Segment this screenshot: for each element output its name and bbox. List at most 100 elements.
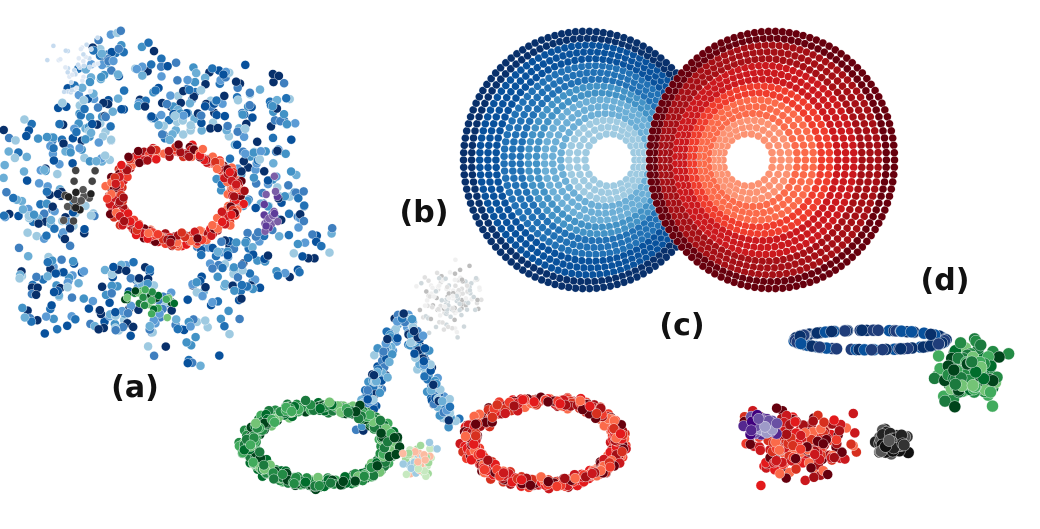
point	[647, 134, 655, 142]
point	[866, 163, 874, 171]
point	[315, 404, 325, 414]
point	[477, 171, 485, 179]
point	[197, 86, 206, 95]
point	[135, 274, 144, 283]
point	[70, 72, 75, 77]
point	[857, 171, 865, 179]
point	[865, 141, 873, 149]
point	[500, 408, 510, 418]
point	[255, 447, 265, 457]
point	[543, 477, 553, 487]
point	[831, 178, 839, 186]
point	[857, 141, 865, 149]
point	[166, 238, 175, 247]
point	[466, 301, 471, 306]
point	[453, 271, 458, 276]
point	[235, 315, 244, 324]
point	[452, 277, 457, 282]
point	[421, 456, 429, 464]
point	[186, 322, 195, 331]
point	[179, 111, 188, 120]
point	[467, 199, 475, 207]
point	[478, 134, 486, 142]
point	[842, 149, 850, 157]
point	[241, 124, 250, 133]
point	[124, 309, 133, 318]
point	[225, 330, 234, 339]
point	[273, 146, 282, 155]
point	[161, 342, 170, 351]
point	[65, 70, 70, 75]
point	[170, 299, 178, 307]
point	[147, 146, 156, 155]
point	[453, 283, 458, 288]
point	[237, 294, 246, 303]
point	[226, 154, 235, 163]
point	[272, 187, 280, 195]
point	[126, 331, 135, 340]
point	[744, 30, 752, 38]
point	[375, 388, 384, 397]
point	[376, 428, 386, 438]
point	[501, 167, 509, 175]
point	[445, 285, 450, 290]
point	[262, 191, 270, 199]
point	[518, 395, 528, 405]
point	[87, 190, 95, 198]
point	[260, 200, 268, 208]
point	[890, 149, 898, 157]
point	[55, 120, 64, 129]
point	[94, 103, 103, 112]
point	[282, 94, 291, 103]
point	[479, 185, 487, 193]
point	[293, 240, 302, 249]
point	[848, 178, 856, 186]
point	[60, 216, 68, 224]
point	[484, 163, 492, 171]
point	[478, 178, 486, 186]
point	[646, 141, 654, 149]
point	[826, 156, 834, 164]
point	[105, 298, 114, 307]
point	[163, 314, 171, 322]
point	[325, 248, 334, 257]
point	[269, 474, 279, 484]
point	[850, 149, 858, 157]
point	[298, 252, 307, 261]
point	[866, 156, 874, 164]
point	[285, 209, 294, 218]
point	[407, 464, 415, 472]
point	[284, 231, 293, 240]
point	[646, 149, 654, 157]
point	[757, 96, 765, 104]
point	[839, 178, 847, 186]
point	[22, 152, 31, 161]
point	[809, 149, 817, 157]
point	[518, 174, 526, 182]
point	[238, 110, 247, 119]
point	[35, 179, 44, 188]
point	[829, 127, 837, 135]
point	[91, 167, 99, 175]
point	[525, 145, 533, 153]
point	[468, 141, 476, 149]
point	[94, 138, 103, 147]
point	[766, 76, 774, 84]
point	[69, 80, 74, 85]
point	[580, 48, 588, 56]
point	[839, 134, 847, 142]
point	[527, 174, 535, 182]
point	[72, 188, 80, 196]
point	[585, 250, 593, 258]
point	[874, 163, 882, 171]
point	[599, 196, 607, 204]
point	[251, 204, 260, 213]
point	[49, 144, 58, 153]
point	[578, 62, 586, 70]
point	[541, 152, 549, 160]
point	[131, 287, 139, 295]
point	[134, 147, 143, 156]
point	[144, 229, 153, 238]
point	[23, 176, 32, 185]
point	[834, 149, 842, 157]
